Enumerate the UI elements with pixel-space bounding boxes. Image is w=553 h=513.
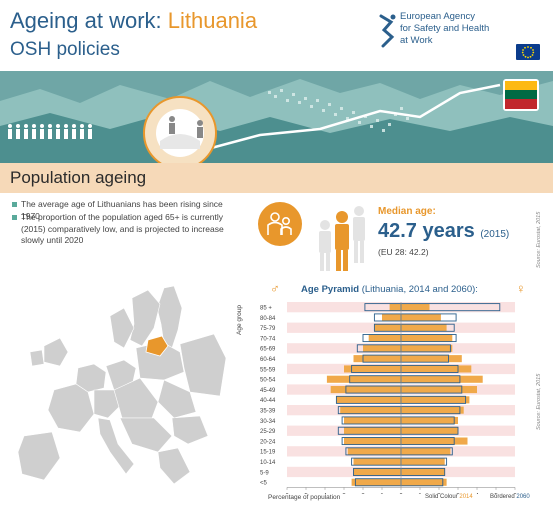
bar-male-2014 (340, 406, 401, 414)
page-subtitle: OSH policies (10, 39, 120, 60)
median-age-eu: (EU 28: 42.2) (378, 247, 429, 257)
tick-label-x: 2 (361, 493, 365, 494)
section-header (0, 163, 553, 193)
median-age-label: Median age: (378, 206, 436, 217)
age-pyramid-chart: 85 + 80-84 75-79 70-74 65-69 60-64 55-59 50-54 4… (260, 302, 517, 494)
tick-label-age: 55-59 (260, 367, 276, 373)
tick-label-x: 3 (456, 493, 460, 494)
bullet-item: The average age of Lithuanians has been … (12, 199, 237, 222)
bar-male-2014 (363, 344, 401, 352)
tick-label-x: 5 (304, 493, 308, 494)
tick-label-age: 40-44 (260, 398, 276, 404)
bar-female-2014 (401, 313, 441, 321)
title-prefix: Ageing at work: (10, 8, 168, 33)
bullet-marker-icon (12, 215, 17, 220)
tick-label-x: 2 (437, 493, 441, 494)
legend-bordered: Bordered 2060 (490, 494, 530, 500)
tick-label-age: 80-84 (260, 316, 276, 322)
legend-solid: Solid Colour 2014 (425, 494, 473, 500)
bar-female-2014 (401, 447, 451, 455)
tick-label-x: 0 (399, 493, 403, 494)
bar-male-2014 (389, 303, 401, 311)
family-icon (258, 202, 302, 246)
median-source: Source: Eurostat, 2015 (536, 211, 542, 268)
bar-male-2014 (382, 313, 401, 321)
tick-label-age: 65-69 (260, 347, 276, 353)
bar-female-2014 (401, 355, 462, 363)
tick-label-x: 1 (418, 493, 422, 494)
bar-male-2014 (347, 447, 401, 455)
tick-label-age: 30-34 (260, 419, 276, 425)
agency-logo-icon (379, 14, 396, 48)
median-age-value: 42.7 years (2015) (378, 220, 510, 242)
bar-female-2014 (401, 458, 445, 466)
bar-female-2014 (401, 386, 477, 394)
tick-label-x: 6 (513, 493, 517, 494)
tick-label-age: 35-39 (260, 408, 276, 414)
x-axis-title: Percentage of population (268, 494, 341, 501)
bar-male-2014 (344, 427, 401, 435)
bar-female-2014 (401, 427, 458, 435)
bar-male-2014 (353, 458, 401, 466)
bar-male-2014 (353, 355, 401, 363)
page-title: Ageing at work: Lithuania (10, 8, 257, 34)
bar-male-2014 (368, 334, 401, 342)
europe-map (17, 285, 227, 485)
bar-female-2014 (401, 324, 447, 332)
tick-label-x: 3 (342, 493, 346, 494)
bar-female-2014 (401, 334, 453, 342)
tick-label-age: <5 (260, 481, 268, 487)
tick-label-age: 60-64 (260, 357, 276, 363)
tick-label-age: 10-14 (260, 460, 276, 466)
tick-label-age: 25-29 (260, 429, 276, 435)
pyramid-title: Age Pyramid (Lithuania, 2014 and 2060): (301, 284, 478, 295)
eu-flag-icon (516, 44, 540, 60)
bar-female-2014 (401, 478, 447, 486)
bar-male-2014 (344, 416, 401, 424)
bar-female-2014 (401, 406, 464, 414)
median-age-year: (2015) (480, 229, 510, 240)
bar-female-2014 (401, 365, 472, 373)
pyramid-source: Source: Eurostat, 2015 (536, 373, 542, 430)
tick-label-age: 75-79 (260, 326, 276, 332)
tick-label-age: 5-9 (260, 470, 269, 476)
header-banner (0, 71, 553, 163)
tick-label-age: 85 + (260, 305, 272, 311)
tick-label-age: 45-49 (260, 388, 276, 394)
tick-label-x: 1 (380, 493, 384, 494)
median-people-icon (319, 206, 365, 271)
bar-male-2014 (344, 365, 401, 373)
title-country: Lithuania (167, 8, 258, 33)
tick-label-age: 15-19 (260, 450, 276, 456)
bar-male-2014 (351, 478, 401, 486)
tick-label-x: 4 (323, 493, 327, 494)
female-icon: ♀ (516, 281, 526, 296)
tick-label-x: 4 (475, 493, 479, 494)
tick-label-x: 5 (494, 493, 498, 494)
tick-label-x: 6 (285, 493, 289, 494)
bar-male-2014 (344, 437, 401, 445)
bar-female-2014 (401, 437, 468, 445)
bar-female-2014 (401, 303, 430, 311)
bar-male-2014 (330, 386, 401, 394)
bar-male-2014 (374, 324, 401, 332)
bar-female-2014 (401, 416, 458, 424)
bullet-item: The proportion of the population aged 65… (12, 212, 237, 247)
bar-male-2014 (326, 375, 401, 383)
tick-label-age: 70-74 (260, 336, 276, 342)
age-group-axis-label: Age group (236, 305, 243, 335)
bar-male-2014 (353, 468, 401, 476)
bar-female-2014 (401, 344, 453, 352)
tick-label-age: 50-54 (260, 378, 276, 384)
section-title: Population ageing (10, 168, 147, 187)
bullet-marker-icon (12, 202, 17, 207)
bar-male-2014 (336, 396, 401, 404)
bar-female-2014 (401, 468, 445, 476)
tick-label-age: 20-24 (260, 439, 276, 445)
agency-name: European Agency for Safety and Health at… (400, 11, 490, 46)
bar-female-2014 (401, 396, 470, 404)
bar-female-2014 (401, 375, 483, 383)
male-icon: ♂ (270, 281, 280, 296)
lithuania-highlight (145, 335, 169, 357)
